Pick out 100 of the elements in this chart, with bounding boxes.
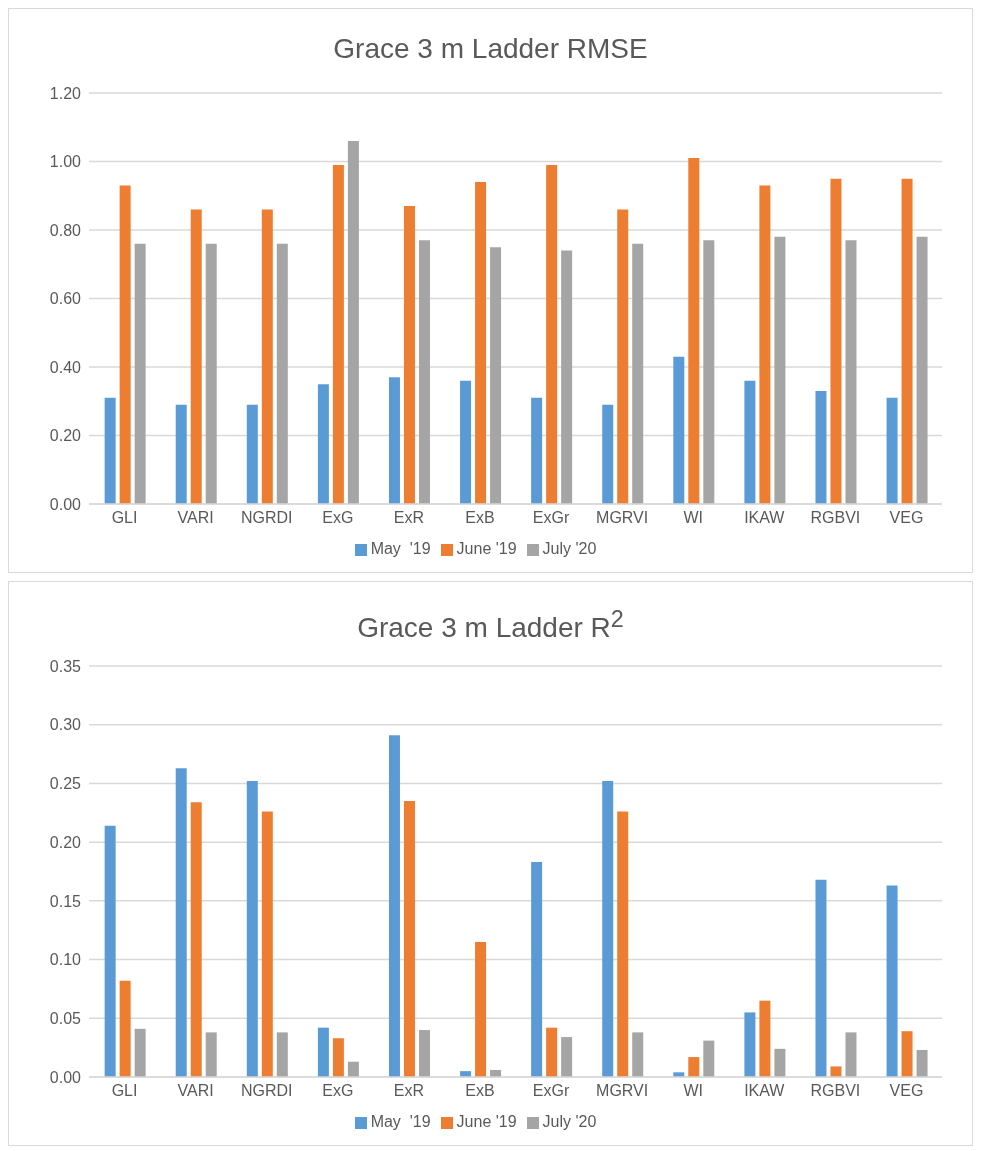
x-tick-label: ExGr [532,509,570,527]
y-tick-label: 0.80 [49,221,82,239]
bar [774,1048,786,1077]
bar [475,941,487,1077]
bar [418,1030,430,1077]
x-tick-label: VEG [889,509,924,527]
x-tick-label: WI [683,1082,703,1100]
y-tick-label: 0.25 [49,775,82,793]
bar [815,390,827,504]
bar [347,1061,359,1077]
bar [845,240,857,504]
bar [901,178,913,504]
bar [317,1027,329,1077]
x-tick-label: ExG [322,509,354,527]
bar [561,250,573,504]
bar [246,404,258,504]
x-tick-label: NGRDI [240,509,293,527]
y-tick-label: 0.05 [49,1009,82,1027]
bar [175,768,187,1077]
bar [759,185,771,504]
bar [916,236,928,504]
bar [886,885,898,1077]
bar [632,1032,644,1077]
x-tick-label: ExG [322,1082,354,1100]
y-tick-label: 0.20 [49,833,82,851]
bar [901,1031,913,1077]
bar [475,182,487,504]
legend-label: May '19 [370,1113,431,1130]
bar [119,980,131,1077]
legend-label: July '20 [542,1113,597,1130]
x-tick-label: ExR [393,1082,424,1100]
bar [759,1000,771,1077]
y-tick-label: 1.20 [49,84,82,102]
bar [602,781,614,1077]
bar [703,1040,715,1077]
bar [347,140,359,504]
x-tick-label: ExB [465,1082,495,1100]
chart-title: Grace 3 m Ladder R$^{2}$ [356,605,625,646]
bar [276,243,288,504]
bar [886,397,898,504]
bar [830,178,842,504]
legend-label: June '19 [456,540,517,557]
bar [688,1057,700,1077]
legend-label: July '20 [542,540,597,557]
bar [261,811,273,1077]
bar [531,397,543,504]
bar [830,1066,842,1077]
x-tick-label: ExB [465,509,495,527]
bar [673,356,685,504]
x-tick-label: MGRVI [596,509,649,527]
bar [546,1027,558,1077]
bar [332,1038,344,1077]
y-tick-label: 0.35 [49,657,82,675]
bar [134,243,146,504]
bar [744,380,756,504]
y-tick-label: 0.20 [49,427,82,445]
bar [617,209,629,504]
x-tick-label: ExR [393,509,424,527]
x-tick-label: WI [683,509,703,527]
x-tick-label: IKAW [744,509,786,527]
x-tick-label: MGRVI [596,1082,649,1100]
x-tick-label: IKAW [744,1082,786,1100]
bar [246,781,258,1077]
bar [418,240,430,504]
bar [632,243,644,504]
bar [205,1032,217,1077]
y-tick-label: 0.10 [49,951,82,969]
bar [104,397,116,504]
bar [403,801,415,1077]
bar [190,802,202,1077]
bar [688,158,700,504]
bar [205,243,217,504]
bar [119,185,131,504]
y-tick-label: 0.00 [49,495,82,513]
x-tick-label: RGBVI [810,509,861,527]
y-tick-label: 0.30 [49,716,82,734]
bar [134,1028,146,1077]
bar [460,380,472,504]
bar [617,811,629,1077]
x-tick-label: ExGr [532,1082,570,1100]
x-tick-label: RGBVI [810,1082,861,1100]
x-tick-label: NGRDI [240,1082,293,1100]
y-tick-label: 0.00 [49,1068,82,1086]
x-tick-label: GLI [111,509,138,527]
x-tick-label: VARI [177,1082,214,1100]
bar [744,1012,756,1077]
y-tick-label: 0.40 [49,358,82,376]
bar [531,862,543,1077]
bar [916,1049,928,1077]
x-tick-label: VARI [177,509,214,527]
bar [403,206,415,504]
bar [190,209,202,504]
bar [602,404,614,504]
bar [276,1032,288,1077]
legend-label: June '19 [456,1113,517,1130]
bar [104,825,116,1077]
bar [546,164,558,504]
bar [703,240,715,504]
bar [845,1032,857,1077]
bar [317,384,329,504]
